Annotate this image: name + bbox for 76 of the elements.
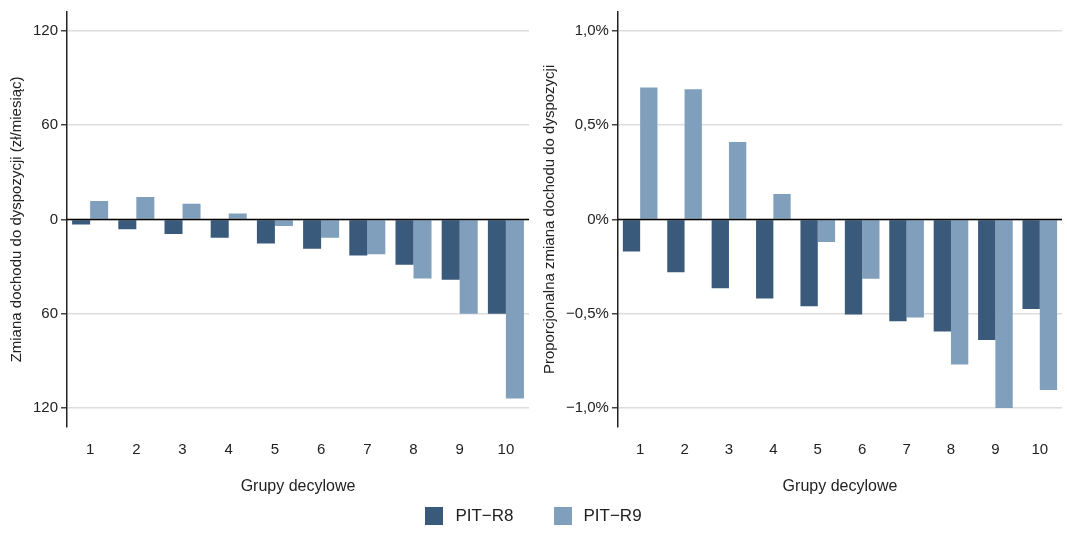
- bar: [756, 220, 774, 299]
- bar: [844, 220, 863, 315]
- bar: [640, 87, 658, 219]
- bar: [441, 220, 460, 280]
- bar: [862, 220, 880, 279]
- bar: [667, 220, 685, 273]
- x-tick-label: 1: [85, 439, 95, 457]
- bar: [164, 220, 183, 235]
- bar: [995, 220, 1013, 408]
- bar: [90, 201, 109, 219]
- bar: [136, 196, 155, 219]
- x-tick-label: 3: [724, 439, 734, 457]
- y-axis-title: Proporcjonalna zmiana dochodu do dyspozycji: [540, 64, 558, 375]
- bar: [684, 89, 702, 219]
- x-tick-label: 4: [769, 439, 778, 457]
- x-tick-label: 5: [813, 439, 822, 457]
- bar: [413, 220, 432, 279]
- x-tick-label: 6: [858, 439, 867, 457]
- y-tick-label: −0,5%: [566, 303, 609, 321]
- x-tick-label: 7: [902, 439, 911, 457]
- y-tick-label: 0,5%: [574, 115, 609, 133]
- y-tick-label: 120: [33, 398, 59, 416]
- bar: [210, 220, 229, 238]
- bar: [933, 220, 951, 332]
- bar: [349, 220, 368, 256]
- x-tick-label: 9: [991, 439, 1000, 457]
- bar: [950, 220, 969, 365]
- x-tick-label: 8: [409, 439, 418, 457]
- bar: [622, 220, 641, 252]
- x-tick-label: 9: [455, 439, 464, 457]
- bar: [182, 203, 201, 219]
- x-tick-label: 2: [132, 439, 141, 457]
- x-tick-label: 7: [363, 439, 372, 457]
- bar: [303, 220, 322, 249]
- x-tick-label: 4: [224, 439, 233, 457]
- bar: [321, 220, 340, 238]
- bar: [1039, 220, 1058, 391]
- y-axis-title: Zmiana dochodu do dyspozycji (zł/miesiąc): [7, 76, 25, 363]
- bar: [274, 220, 293, 226]
- x-axis-title: Grupy decylowe: [782, 476, 898, 494]
- bar: [728, 142, 747, 219]
- bar: [228, 213, 247, 219]
- x-tick-label: 10: [497, 439, 515, 457]
- bar: [118, 220, 137, 230]
- bar: [906, 220, 924, 318]
- y-tick-label: 0: [49, 209, 59, 227]
- y-tick-label: 60: [41, 303, 59, 321]
- bar: [978, 220, 996, 341]
- x-tick-label: 1: [635, 439, 645, 457]
- bar: [889, 220, 907, 322]
- x-tick-label: 8: [946, 439, 956, 457]
- bar: [459, 220, 478, 314]
- x-tick-label: 2: [680, 439, 689, 457]
- x-tick-label: 5: [270, 439, 280, 457]
- bar: [817, 220, 836, 243]
- y-tick-label: 0%: [587, 209, 609, 227]
- x-tick-label: 3: [178, 439, 187, 457]
- bar: [395, 220, 414, 265]
- y-tick-label: 1,0%: [574, 21, 609, 38]
- bar: [367, 220, 386, 255]
- bar: [711, 220, 729, 289]
- legend-label: PIT−R8: [455, 506, 514, 526]
- x-tick-label: 10: [1031, 439, 1049, 457]
- legend-label: PIT−R9: [583, 506, 642, 526]
- x-tick-label: 6: [316, 439, 326, 457]
- bar: [505, 220, 524, 399]
- bar: [72, 220, 91, 225]
- y-tick-label: 60: [41, 115, 59, 133]
- bar: [800, 220, 818, 307]
- bar: [487, 220, 506, 314]
- bar: [256, 220, 275, 244]
- x-axis-title: Grupy decylowe: [240, 476, 356, 494]
- bar: [773, 193, 791, 219]
- y-tick-label: −1,0%: [566, 398, 609, 416]
- y-tick-label: 120: [33, 21, 59, 38]
- bar: [1022, 220, 1040, 309]
